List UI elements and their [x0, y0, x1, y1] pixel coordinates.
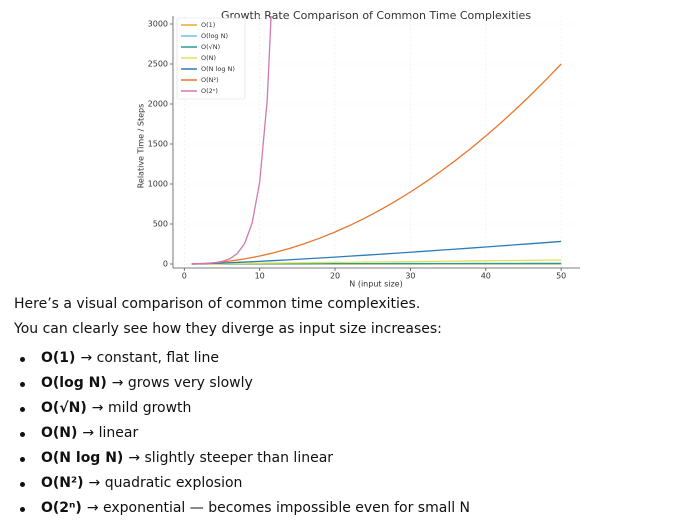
paragraph: Here’s a visual comparison of common tim… [14, 296, 421, 312]
x-tick-label: 0 [182, 272, 187, 281]
y-tick-label: 1000 [148, 180, 168, 189]
term: O(N log N) [41, 450, 124, 466]
term: O(2ⁿ) [41, 500, 82, 516]
description: → grows very slowly [111, 375, 253, 391]
y-tick-label: 2500 [148, 60, 168, 69]
description: → constant, flat line [80, 350, 219, 366]
bullet-item: O(1) → constant, flat line [14, 346, 674, 371]
bullet-list: O(1) → constant, flat line O(log N) → grows… [14, 346, 674, 521]
plot-area [191, 16, 562, 265]
y-tick-label: 0 [163, 260, 168, 269]
legend-label: O(√N) [201, 43, 220, 51]
description: → slightly steeper than linear [128, 450, 334, 466]
legend-label: O(N) [201, 54, 216, 62]
bullet-item: O(log N) → grows very slowly [14, 371, 674, 396]
term: O(1) [41, 350, 76, 366]
y-tick-label: 500 [153, 220, 168, 229]
x-tick-label: 40 [481, 272, 491, 281]
line-series [191, 63, 562, 265]
bullet-item: O(2ⁿ) → exponential — becomes impossible … [14, 496, 674, 521]
line-series [191, 259, 562, 265]
term: O(N²) [41, 475, 84, 491]
bullet-item: O(N log N) → slightly steeper than linear [14, 446, 674, 471]
description: → quadratic explosion [88, 475, 243, 491]
bullet-item: O(N²) → quadratic explosion [14, 471, 674, 496]
x-tick-label: 20 [330, 272, 340, 281]
response-text: Here’s a visual comparison of common tim… [14, 292, 674, 521]
term: O(√N) [41, 400, 87, 416]
legend-label: O(N log N) [201, 65, 235, 73]
term: O(N) [41, 425, 78, 441]
legend-label: O(2ⁿ) [201, 87, 218, 95]
line-series [191, 240, 562, 265]
x-axis-label: N (input size) [349, 280, 402, 289]
description: → linear [82, 425, 139, 441]
y-tick-label: 3000 [148, 20, 168, 29]
x-tick-label: 30 [405, 272, 415, 281]
legend-box [176, 17, 246, 100]
bullet-item: O(N) → linear [14, 421, 674, 446]
chart: Growth Rate Comparison of Common Time Co… [137, 9, 580, 289]
bullet-item: O(√N) → mild growth [14, 396, 674, 421]
x-tick-label: 50 [556, 272, 566, 281]
y-tick-label: 1500 [148, 140, 168, 149]
description: → mild growth [91, 400, 192, 416]
term: O(log N) [41, 375, 107, 391]
legend-label: O(log N) [201, 32, 228, 40]
description: → exponential — becomes impossible even … [86, 500, 471, 516]
y-tick-label: 2000 [148, 100, 168, 109]
x-tick-label: 10 [255, 272, 265, 281]
legend-label: O(N²) [201, 76, 219, 84]
chart-title: Growth Rate Comparison of Common Time Co… [221, 9, 531, 22]
paragraph: You can clearly see how they diverge as … [14, 321, 442, 337]
legend-label: O(1) [201, 21, 215, 29]
y-axis-label: Relative Time / Steps [137, 104, 146, 189]
line-series [191, 16, 272, 265]
